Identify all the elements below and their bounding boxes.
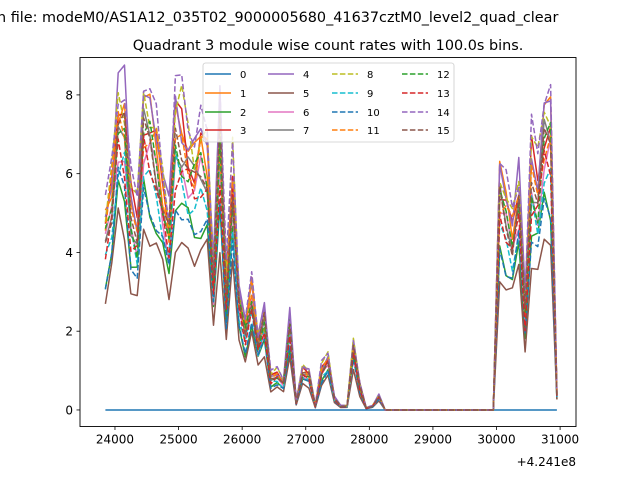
x-tick-label: 31000 xyxy=(541,433,579,447)
legend-label: 4 xyxy=(303,70,309,81)
legend-label: 13 xyxy=(437,89,450,100)
legend-item-9: 9 xyxy=(332,89,373,100)
x-tick-label: 29000 xyxy=(414,433,452,447)
legend-item-1: 1 xyxy=(205,89,246,100)
x-tick-label: 24000 xyxy=(96,433,134,447)
series-line-3 xyxy=(104,99,558,411)
legend-label: 5 xyxy=(303,89,309,100)
legend-box xyxy=(202,62,455,143)
chart-title: Quadrant 3 module wise count rates with … xyxy=(133,38,524,54)
legend-item-15: 15 xyxy=(402,126,450,137)
legend-label: 0 xyxy=(240,70,246,81)
y-tick-label: 6 xyxy=(65,167,73,181)
x-tick-label: 28000 xyxy=(350,433,388,447)
legend-label: 3 xyxy=(240,126,246,137)
y-tick-label: 0 xyxy=(65,403,73,417)
legend-label: 9 xyxy=(367,89,373,100)
legend-item-4: 4 xyxy=(268,70,309,81)
legend-label: 11 xyxy=(367,126,380,137)
x-tick-label: 30000 xyxy=(477,433,515,447)
x-axis: 24000 25000 26000 27000 28000 29000 30000 31000 xyxy=(96,426,579,447)
y-tick-label: 2 xyxy=(65,325,73,339)
legend-item-2: 2 xyxy=(205,108,246,119)
legend-item-5: 5 xyxy=(268,89,309,100)
x-tick-label: 26000 xyxy=(223,433,261,447)
legend-label: 10 xyxy=(367,108,380,119)
y-tick-label: 4 xyxy=(65,246,73,260)
y-axis: 0 2 4 6 8 xyxy=(65,88,80,417)
legend-item-10: 10 xyxy=(332,108,380,119)
legend-item-8: 8 xyxy=(332,70,373,81)
legend-item-6: 6 xyxy=(268,108,309,119)
legend-label: 12 xyxy=(437,70,450,81)
legend-item-0: 0 xyxy=(205,70,246,81)
y-tick-label: 8 xyxy=(65,88,73,102)
legend-label: 1 xyxy=(240,89,246,100)
x-tick-label: 25000 xyxy=(159,433,197,447)
x-tick-label: 27000 xyxy=(287,433,325,447)
axes-frame xyxy=(79,57,577,427)
legend-item-3: 3 xyxy=(205,126,246,137)
legend-item-14: 14 xyxy=(402,108,450,119)
legend-item-12: 12 xyxy=(402,70,450,81)
legend-label: 6 xyxy=(303,108,309,119)
legend-item-7: 7 xyxy=(268,126,309,137)
legend-label: 14 xyxy=(437,108,450,119)
legend-label: 15 xyxy=(437,126,450,137)
legend-item-13: 13 xyxy=(402,89,450,100)
legend-label: 8 xyxy=(367,70,373,81)
legend-label: 7 xyxy=(303,126,309,137)
x-offset-label: +4.241e8 xyxy=(517,455,576,469)
legend-label: 2 xyxy=(240,108,246,119)
legend-item-11: 11 xyxy=(332,126,380,137)
series-line-15 xyxy=(104,111,558,411)
series-lines xyxy=(104,64,558,411)
suptitle: n file: modeM0/AS1A12_035T02_9000005680_… xyxy=(0,10,558,26)
